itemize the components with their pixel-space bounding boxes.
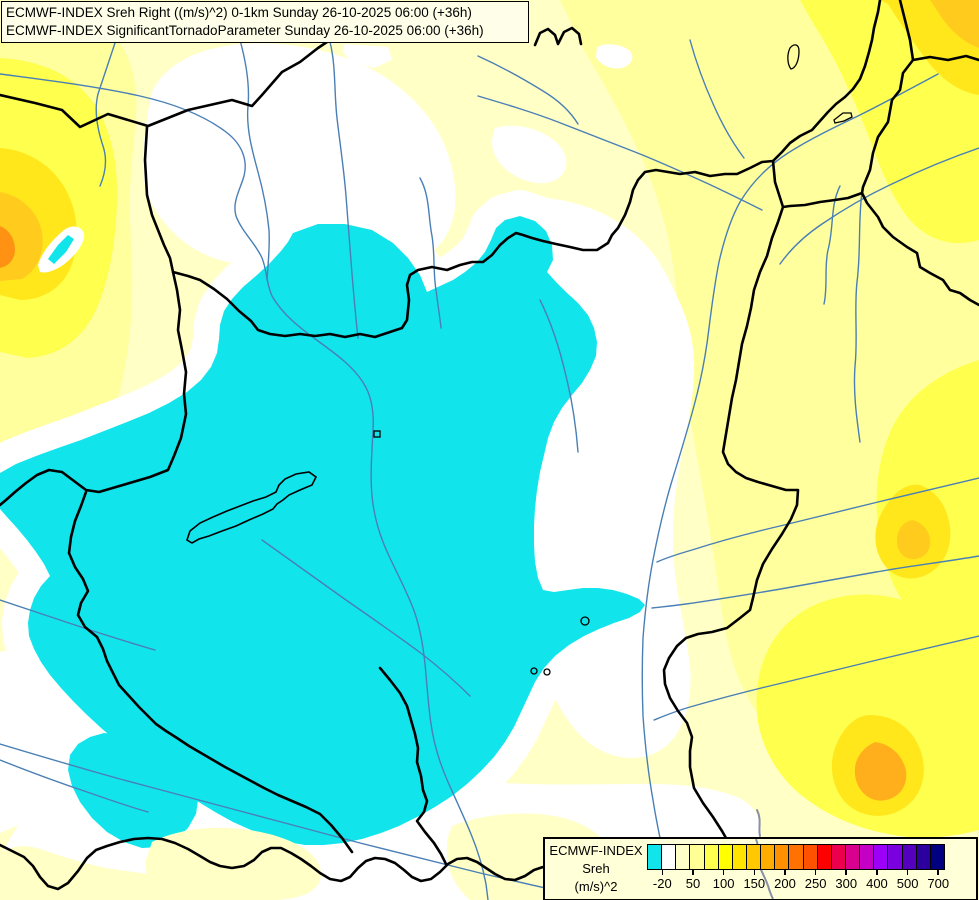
legend-tick-label: 100: [712, 876, 735, 891]
legend-color-cell: [675, 844, 691, 870]
legend-color-cell: [929, 844, 946, 870]
legend-color-cell: [774, 844, 790, 870]
title-line-2: ECMWF-INDEX SignificantTornadoParameter …: [6, 22, 484, 38]
legend-tick-label: 200: [774, 876, 796, 891]
legend-color-cell: [661, 844, 677, 870]
legend-color-cell: [844, 844, 861, 870]
legend-colorbar: [647, 844, 946, 870]
legend-tick-label: 150: [743, 876, 766, 891]
legend-color-cell: [915, 844, 931, 870]
title-line-1: ECMWF-INDEX Sreh Right ((m/s)^2) 0-1km S…: [6, 5, 472, 20]
legend-tick: [784, 870, 786, 875]
legend-tick-label: 300: [835, 876, 858, 891]
legend-box: ECMWF-INDEX Sreh (m/s)^2 -20 50 100 150 200 2…: [543, 837, 978, 900]
legend-color-cell: [731, 844, 748, 870]
legend-color-cell: [887, 844, 903, 870]
legend-color-cell: [873, 844, 889, 870]
legend-tick: [753, 870, 756, 875]
legend-color-cell: [788, 844, 804, 870]
title-box: ECMWF-INDEX Sreh Right ((m/s)^2) 0-1km S…: [1, 1, 529, 43]
legend-tick: [937, 870, 940, 875]
legend-color-cell: [859, 844, 875, 870]
gray-river: [756, 809, 761, 837]
negative-shear-region: [0, 216, 645, 848]
legend-tick: [814, 870, 817, 875]
tisza-river: [641, 73, 939, 900]
legend-color-cell: [745, 844, 762, 870]
austria-hungary-border: [0, 125, 188, 507]
legend-product-label: ECMWF-INDEX: [549, 843, 643, 858]
contour-band-orange: [854, 742, 907, 801]
legend-tick: [906, 870, 909, 875]
lake-balaton: [186, 471, 318, 544]
legend-parameter-label: Sreh: [582, 861, 610, 876]
legend-tick-label: 700: [927, 876, 950, 891]
legend-color-cell: [703, 844, 719, 870]
legend-tick: [661, 870, 664, 875]
legend-color-cell: [647, 844, 663, 870]
legend-color-cell: [802, 844, 818, 870]
hungary-croatia-border: [67, 490, 354, 854]
legend-tick: [722, 870, 725, 875]
legend-color-cell: [816, 844, 833, 870]
legend-color-cell: [717, 844, 734, 870]
legend-color-cell: [760, 844, 776, 870]
legend-tick: [845, 870, 848, 875]
legend-color-cell: [901, 844, 917, 870]
legend-tick-label: 250: [804, 876, 827, 891]
lake-neusiedl: [48, 235, 74, 264]
legend-tick: [876, 870, 878, 875]
legend-tick-label: 50: [685, 876, 701, 891]
legend-tick-label: 400: [866, 876, 888, 891]
legend-tick-label: -20: [652, 876, 672, 891]
danube-river: [0, 73, 489, 900]
legend-color-cell: [830, 844, 847, 870]
legend-tick: [692, 870, 694, 875]
legend-tick-label: 500: [896, 876, 919, 891]
contour-band-gold: [0, 0, 979, 560]
lakes: [186, 44, 853, 676]
hungary-romania-border: [662, 159, 864, 900]
legend-label: ECMWF-INDEX Sreh (m/s)^2: [547, 842, 645, 896]
legend-units-label: (m/s)^2: [574, 879, 618, 894]
legend-color-cell: [689, 844, 705, 870]
hungary-slovakia-border: [171, 159, 775, 339]
contour-band-orange-deep: [0, 226, 15, 268]
